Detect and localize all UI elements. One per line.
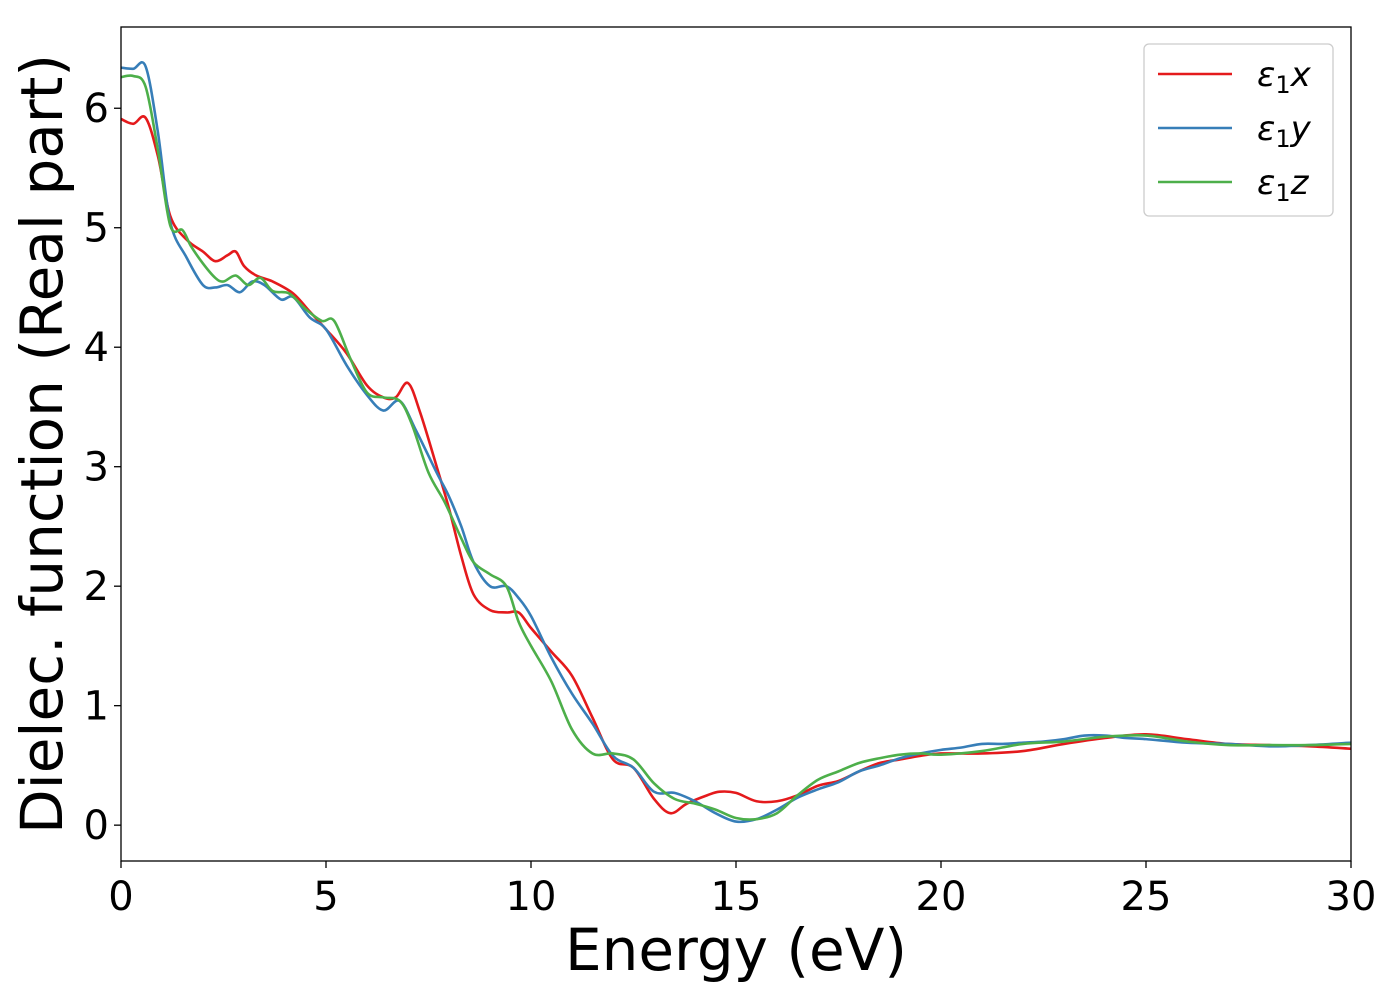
series-line-z: [121, 74, 1351, 821]
x-tick-label: 0: [108, 874, 133, 920]
y-tick-label: 0: [84, 803, 109, 849]
y-tick-label: 1: [84, 684, 109, 730]
y-tick-label: 5: [84, 206, 109, 252]
series-layer: [121, 61, 1351, 824]
legend-label-z: ε1z: [1257, 163, 1310, 207]
y-tick-label: 3: [84, 445, 109, 491]
legend-label-x: ε1x: [1257, 55, 1312, 99]
x-tick-label: 5: [313, 874, 338, 920]
legend: ε1x ε1y ε1z: [1143, 43, 1334, 217]
x-tick-label: 20: [916, 874, 967, 920]
legend-label-y: ε1y: [1257, 109, 1312, 153]
x-tick-label: 25: [1121, 874, 1172, 920]
y-axis-label: Dielec. function (Real part): [8, 54, 76, 834]
y-tick-label: 2: [84, 564, 109, 610]
x-axis-ticks: 0 5 10 15 20 25 30: [108, 861, 1376, 920]
legend-box: [1143, 43, 1334, 217]
y-tick-label: 6: [84, 86, 109, 132]
x-axis-label: Energy (eV): [565, 916, 907, 984]
y-axis-ticks: 0 1 2 3 4 5 6: [84, 86, 121, 849]
x-tick-label: 15: [711, 874, 762, 920]
x-tick-label: 30: [1326, 874, 1377, 920]
y-tick-label: 4: [84, 325, 109, 371]
x-tick-label: 10: [506, 874, 557, 920]
